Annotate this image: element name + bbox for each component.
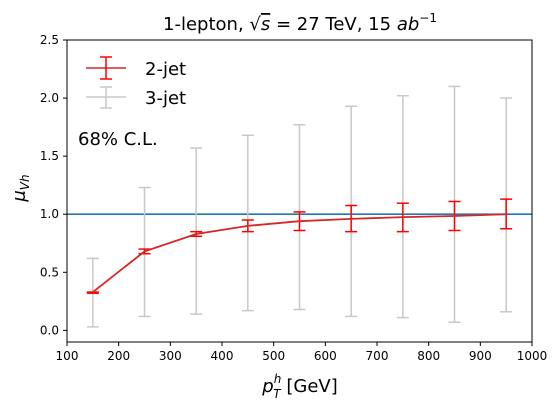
x-axis-label: ph T [GeV] [261, 372, 338, 401]
x-tick-label-500: 500 [262, 349, 285, 363]
x-tick-label-800: 800 [417, 349, 440, 363]
y-axis-label: μVh [9, 174, 32, 202]
legend-entry-3jet: 3-jet [86, 86, 186, 109]
y-tick-label-3: 1.5 [40, 149, 59, 163]
x-tick-label-100: 100 [56, 349, 79, 363]
y-tick-label-4: 2.0 [40, 91, 59, 105]
series-2jet-layer [86, 198, 513, 294]
confidence-level-annotation: 68% C.L. [78, 129, 158, 150]
legend-2jet-label: 2-jet [145, 59, 186, 80]
x-tick-label-400: 400 [211, 349, 234, 363]
x-tick-label-1000: 1000 [517, 349, 548, 363]
x-tick-label-600: 600 [314, 349, 337, 363]
chart-title: 1-lepton, √s = 27 TeV, 15 ab−1 [163, 11, 437, 35]
series-line-2jet [92, 213, 507, 293]
y-tick-label-0: 0.0 [40, 323, 59, 337]
series-3jet-layer [86, 85, 513, 328]
legend-3jet-label: 3-jet [145, 88, 186, 109]
legend: 2-jet 3-jet [86, 56, 186, 109]
y-tick-label-1: 0.5 [40, 265, 59, 279]
legend-entry-2jet: 2-jet [86, 56, 186, 80]
x-tick-label-700: 700 [366, 349, 389, 363]
y-tick-label-2: 1.0 [40, 207, 59, 221]
x-tick-label-900: 900 [469, 349, 492, 363]
plot-frame [66, 39, 533, 343]
axes-layer: 100 200 300 400 500 600 700 800 900 1000 0.0 0.5 1.0… [40, 33, 547, 363]
y-tick-label-5: 2.5 [40, 33, 59, 47]
x-tick-label-300: 300 [159, 349, 182, 363]
x-tick-label-200: 200 [107, 349, 130, 363]
